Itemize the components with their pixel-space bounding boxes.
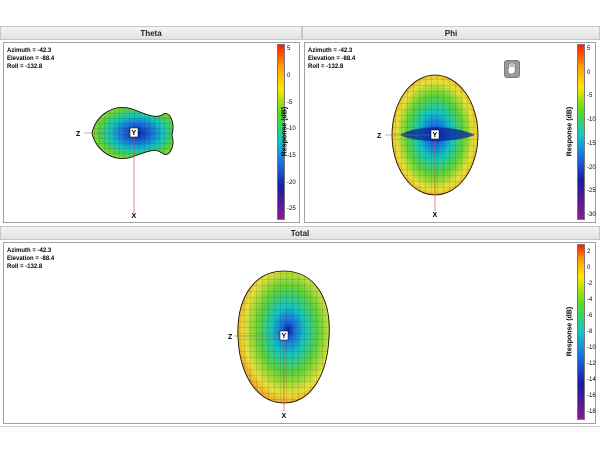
total-z-axis-label: Z [228,334,233,341]
phi-z-axis-label: Z [377,133,382,140]
total-view-info: Azimuth = -42.3 Elevation = -88.4 Roll =… [7,247,54,271]
grab-button[interactable] [504,60,520,78]
total-colorbar-tick: -12 [587,361,596,367]
theta-elevation: Elevation = -88.4 [7,56,55,62]
phi-colorbar-tick: -20 [587,164,596,171]
phi-colorbar-tick: -25 [587,188,596,195]
total-colorbar-tick: -8 [587,329,593,335]
theta-colorbar-tick: 5 [287,46,291,53]
phi-colorbar-tick: -10 [587,117,596,124]
theta-colorbar [277,44,285,220]
total-colorbar-tick: -18 [587,409,596,415]
bottom-divider [0,426,600,427]
phi-azimuth: Azimuth = -42.3 [308,48,353,54]
theta-axes: Z Y X [76,127,139,220]
phi-view-info: Azimuth = -42.3 Elevation = -88.4 Roll =… [308,47,355,71]
total-colorbar-tick: -16 [587,393,596,399]
total-plot[interactable]: Z Y X Azimuth = -42.3 Elevation = -88.4 … [3,242,596,424]
total-colorbar-tick: -6 [587,313,593,319]
theta-roll: Roll = -132.8 [7,64,43,70]
theta-plot[interactable]: Z Y X Azimuth = -42.3 Elevation = -88.4 … [3,42,300,223]
theta-view-info: Azimuth = -42.3 Elevation = -88.4 Roll =… [7,47,54,71]
theta-colorbar-tick: 0 [287,73,291,79]
total-azimuth: Azimuth = -42.3 [7,248,52,254]
theta-colorbar-tick: -20 [287,179,296,186]
theta-colorbar-tick: -15 [287,153,296,159]
phi-y-axis-label: Y [433,132,438,139]
total-colorbar-tick: 2 [587,249,591,255]
total-colorbar-tick: -14 [587,377,596,383]
total-axes: Z Y X [228,330,289,420]
total-colorbar-tick: 0 [587,265,591,271]
total-panel-title: Total [0,226,600,240]
theta-3d-pattern[interactable]: Z Y X [4,43,299,222]
theta-panel-title: Theta [0,26,302,40]
theta-y-axis-label: Y [132,130,137,137]
hand-icon [507,61,516,75]
phi-axes: Z Y X [377,129,440,219]
total-colorbar-tick: -4 [587,297,593,303]
phi-colorbar-tick: -30 [587,212,596,219]
phi-colorbar [577,44,585,220]
phi-roll: Roll = -132.8 [308,64,344,70]
theta-azimuth: Azimuth = -42.3 [7,48,52,54]
phi-colorbar-tick: 0 [587,69,591,76]
total-roll: Roll = -132.8 [7,264,43,270]
theta-colorbar-tick: -5 [287,99,293,106]
total-colorbar-label: Response (dB) [566,306,574,357]
theta-x-axis-label: X [132,213,137,220]
phi-plot[interactable]: Z Y X Azimuth = -42.3 Elevation = -88.4 … [304,42,596,223]
total-colorbar-tick: -10 [587,345,596,351]
phi-colorbar-tick: 5 [587,45,591,52]
theta-z-axis-label: Z [76,131,81,138]
phi-colorbar-tick: -5 [587,93,593,100]
total-colorbar [577,244,585,420]
phi-colorbar-tick: -15 [587,140,596,147]
total-elevation: Elevation = -88.4 [7,256,55,262]
theta-colorbar-tick: -25 [287,206,296,213]
phi-3d-pattern[interactable]: Z Y X [305,43,595,222]
total-colorbar-tick: -2 [587,281,593,287]
theta-colorbar-tick: -10 [287,126,296,133]
total-3d-pattern[interactable]: Z Y X [4,243,595,423]
phi-colorbar-label: Response (dB) [566,106,574,157]
phi-elevation: Elevation = -88.4 [308,56,356,62]
theta-colorbar-label: Response (dB) [281,106,289,157]
phi-x-axis-label: X [433,212,438,219]
phi-panel-title: Phi [302,26,600,40]
total-y-axis-label: Y [282,333,287,340]
total-x-axis-label: X [282,413,287,420]
